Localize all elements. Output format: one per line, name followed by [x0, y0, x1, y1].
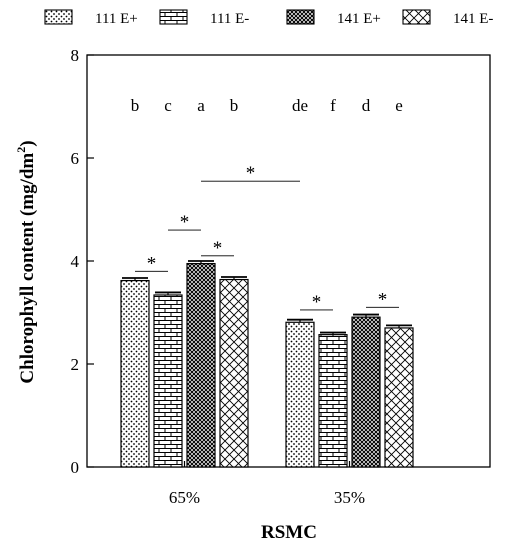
x-axis-label: RSMC	[261, 522, 317, 543]
x-tick-label: 35%	[334, 488, 365, 507]
bar	[384, 327, 414, 468]
significance-letters: b c a b de f d e	[131, 96, 403, 115]
bar	[351, 316, 381, 468]
y-tick-label: 2	[71, 355, 80, 374]
significance-letter: de	[292, 96, 308, 115]
y-tick-label: 6	[71, 149, 80, 168]
significance-letter: e	[395, 96, 403, 115]
significance-asterisk: *	[378, 289, 388, 310]
legend-label: 111 E+	[95, 11, 138, 27]
bar	[153, 294, 183, 468]
significance-letter: b	[131, 96, 140, 115]
bar	[285, 321, 315, 468]
legend-swatch	[159, 9, 188, 25]
significance-asterisk: *	[147, 253, 157, 274]
legend: 111 E+ 111 E- 141 E+ 141 E-	[44, 9, 493, 27]
bar	[120, 279, 150, 468]
significance-asterisk: *	[312, 292, 322, 313]
legend-label: 111 E-	[210, 11, 249, 27]
legend-swatch	[44, 9, 73, 25]
y-tick-label: 4	[71, 252, 80, 271]
bar	[186, 262, 216, 468]
significance-marks: * * * * * *	[135, 163, 399, 313]
x-tick-label: 65%	[169, 488, 200, 507]
legend-swatch	[286, 9, 315, 25]
legend-label: 141 E+	[337, 11, 381, 27]
significance-letter: a	[197, 96, 205, 115]
significance-asterisk: *	[213, 238, 223, 259]
bar	[219, 278, 249, 468]
significance-asterisk: *	[180, 212, 190, 233]
legend-label: 141 E-	[453, 11, 493, 27]
bars	[120, 260, 414, 468]
bar	[318, 334, 348, 468]
significance-letter: c	[164, 96, 172, 115]
y-axis: 0 2 4 6 8	[71, 46, 94, 477]
y-axis-label: Chlorophyll content (mg/dm2)	[14, 140, 38, 383]
significance-asterisk: *	[246, 163, 256, 184]
y-tick-label: 8	[71, 46, 80, 65]
significance-letter: f	[330, 96, 336, 115]
significance-letter: d	[362, 96, 371, 115]
y-tick-label: 0	[71, 458, 80, 477]
legend-swatch	[402, 9, 431, 25]
significance-letter: b	[230, 96, 239, 115]
x-axis: 65% 35%	[169, 461, 365, 507]
